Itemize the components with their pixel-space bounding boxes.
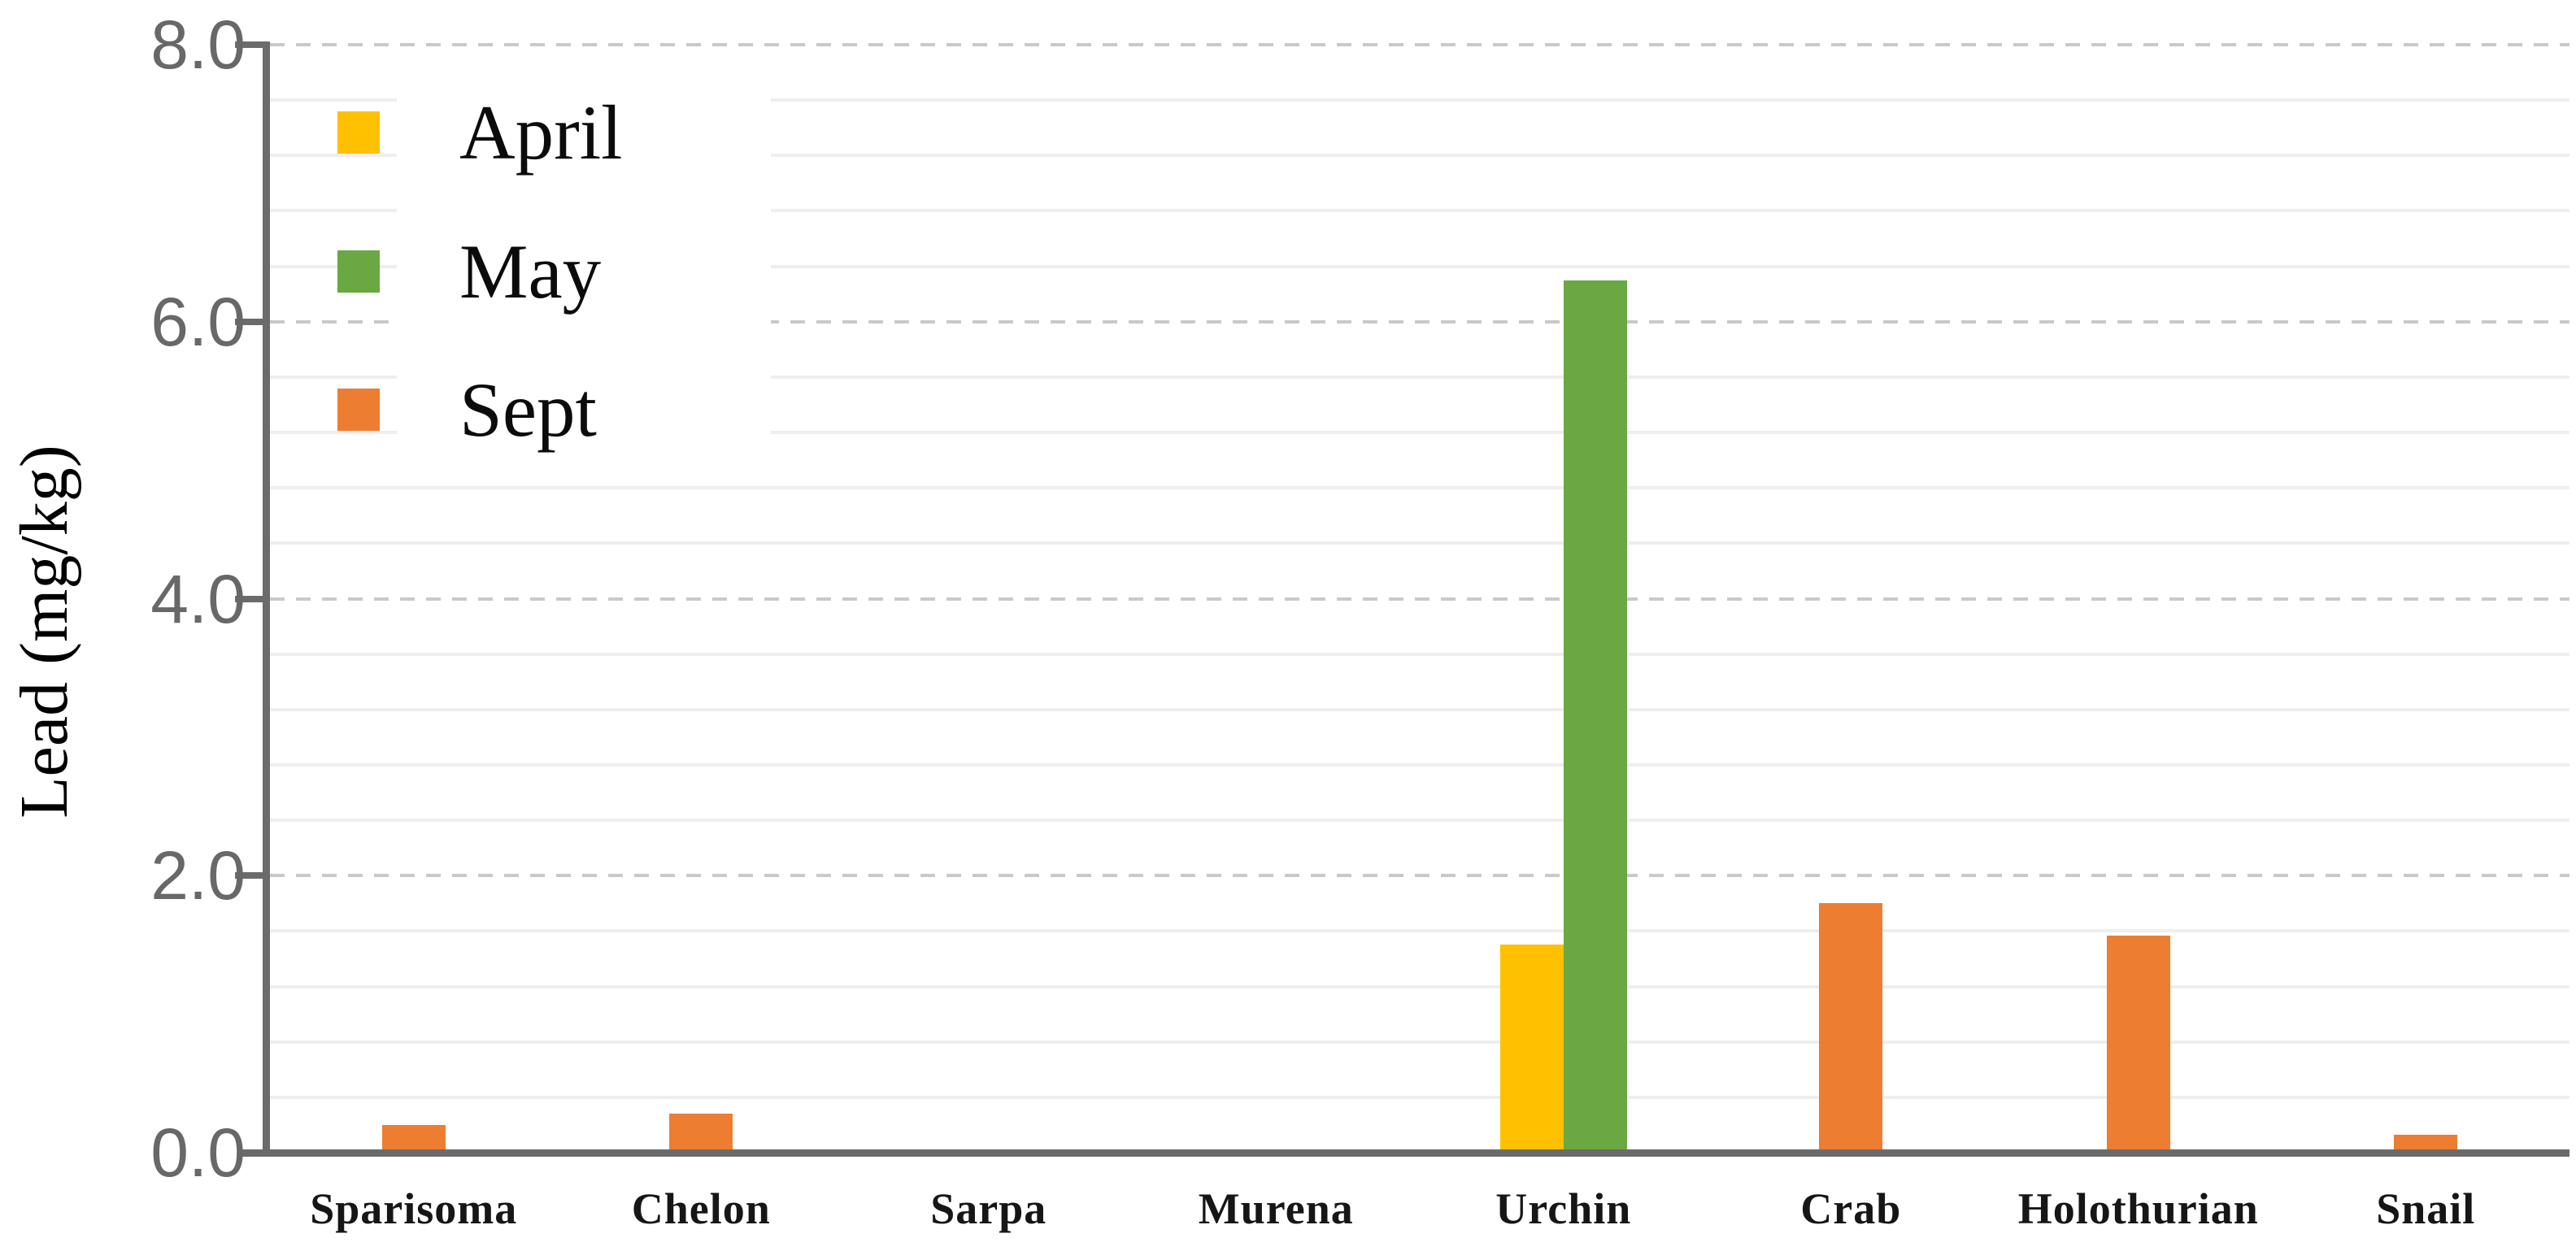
- x-axis-label-murena: Murena: [1198, 1184, 1354, 1233]
- major-gridline: [270, 43, 2569, 46]
- y-axis-tick: [235, 41, 263, 48]
- legend-swatch-may: [337, 250, 380, 293]
- bar-group-chelon: [558, 45, 846, 1153]
- bar-group-urchin: [1420, 45, 1708, 1153]
- minor-gridline: [270, 707, 2569, 711]
- minor-gridline: [270, 984, 2569, 988]
- legend-background: [397, 91, 771, 481]
- x-axis-label-urchin: Urchin: [1495, 1184, 1632, 1233]
- minor-gridline: [270, 98, 2569, 102]
- x-axis-label-sparisoma: Sparisoma: [310, 1184, 518, 1233]
- minor-gridline: [270, 1040, 2569, 1044]
- minor-gridline: [270, 375, 2569, 379]
- y-axis-line: [263, 41, 270, 1156]
- minor-gridline: [270, 819, 2569, 823]
- legend-label-may: May: [459, 228, 602, 315]
- minor-gridline: [270, 1095, 2569, 1099]
- major-gridline: [270, 319, 2569, 324]
- bar-april-urchin: [1499, 945, 1564, 1153]
- y-axis-tick-label: 8.0: [150, 7, 246, 83]
- bar-group-crab: [1708, 45, 1995, 1153]
- y-axis-tick: [235, 318, 263, 325]
- x-axis-label-snail: Snail: [2376, 1184, 2476, 1233]
- bar-group-holothurian: [1995, 45, 2282, 1153]
- minor-gridline: [270, 431, 2569, 435]
- minor-gridline: [270, 929, 2569, 933]
- bar-group-snail: [2282, 45, 2570, 1153]
- y-axis-tick-label: 6.0: [150, 283, 246, 360]
- legend-label-sept: Sept: [459, 367, 597, 453]
- bar-sept-crab: [1819, 903, 1883, 1153]
- bar-sept-sparisoma: [381, 1125, 446, 1153]
- legend-swatch-sept: [337, 389, 380, 431]
- minor-gridline: [270, 652, 2569, 656]
- y-axis-tick-label: 0.0: [150, 1114, 246, 1191]
- y-axis-tick-label: 4.0: [150, 560, 246, 637]
- y-axis-tick: [235, 872, 263, 880]
- x-axis-label-crab: Crab: [1800, 1184, 1902, 1233]
- x-axis-line: [242, 1149, 2569, 1157]
- x-axis-label-holothurian: Holothurian: [2017, 1184, 2259, 1233]
- bar-sept-holothurian: [2106, 936, 2170, 1153]
- bar-sept-snail: [2394, 1135, 2458, 1153]
- legend-swatch-april: [337, 111, 380, 154]
- minor-gridline: [270, 154, 2569, 158]
- minor-gridline: [270, 762, 2569, 767]
- y-axis-tick: [235, 595, 263, 602]
- legend-label-april: April: [459, 89, 623, 176]
- bar-group-sparisoma: [270, 45, 558, 1153]
- bar-group-murena: [1133, 45, 1421, 1153]
- major-gridline: [270, 597, 2569, 601]
- x-axis-label-sarpa: Sarpa: [930, 1184, 1047, 1233]
- bar-group-sarpa: [845, 45, 1133, 1153]
- minor-gridline: [270, 486, 2569, 490]
- minor-gridline: [270, 209, 2569, 213]
- bar-sept-chelon: [669, 1114, 733, 1153]
- minor-gridline: [270, 541, 2569, 545]
- y-axis-tick-label: 2.0: [150, 837, 246, 914]
- x-axis-label-chelon: Chelon: [631, 1184, 771, 1233]
- bar-may-urchin: [1563, 280, 1627, 1153]
- major-gridline: [270, 874, 2569, 878]
- minor-gridline: [270, 264, 2569, 268]
